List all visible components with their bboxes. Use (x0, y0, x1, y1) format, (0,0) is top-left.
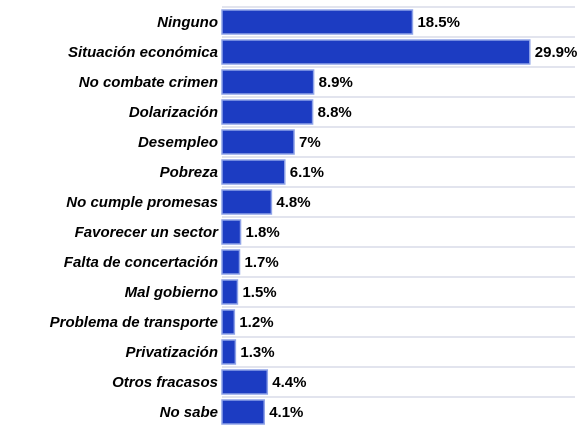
value-label: 1.5% (242, 284, 276, 301)
value-label: 1.8% (246, 224, 280, 241)
bar (221, 189, 273, 215)
bar (221, 279, 239, 305)
value-label: 1.3% (240, 344, 274, 361)
bar (221, 249, 241, 275)
category-label: Problema de transporte (50, 314, 218, 331)
category-label: Ninguno (157, 14, 218, 31)
category-label: No combate crimen (79, 74, 218, 91)
category-label: Dolarización (129, 104, 218, 121)
bar (221, 39, 531, 65)
value-label: 8.8% (318, 104, 352, 121)
bar (221, 9, 414, 35)
category-label: Otros fracasos (112, 374, 218, 391)
value-label: 4.4% (272, 374, 306, 391)
value-label: 7% (299, 134, 321, 151)
bar (221, 99, 314, 125)
category-label: Privatización (125, 344, 218, 361)
value-label: 1.7% (245, 254, 279, 271)
category-label: No cumple promesas (66, 194, 218, 211)
category-label: No sabe (160, 404, 218, 421)
category-label: Pobreza (160, 164, 218, 181)
bar (221, 219, 242, 245)
category-label: Mal gobierno (125, 284, 218, 301)
value-label: 4.8% (276, 194, 310, 211)
value-label: 29.9% (535, 44, 578, 61)
value-label: 18.5% (417, 14, 460, 31)
value-label: 1.2% (239, 314, 273, 331)
category-label: Favorecer un sector (75, 224, 220, 241)
value-label: 4.1% (269, 404, 303, 421)
category-label: Desempleo (138, 134, 218, 151)
value-label: 6.1% (290, 164, 324, 181)
bar (221, 339, 237, 365)
value-label: 8.9% (319, 74, 353, 91)
bar (221, 69, 315, 95)
bar (221, 129, 295, 155)
category-label: Falta de concertación (64, 254, 218, 271)
category-label: Situación económica (68, 44, 218, 61)
bar (221, 369, 269, 395)
bar (221, 159, 286, 185)
bar (221, 309, 236, 335)
bar (221, 399, 265, 425)
